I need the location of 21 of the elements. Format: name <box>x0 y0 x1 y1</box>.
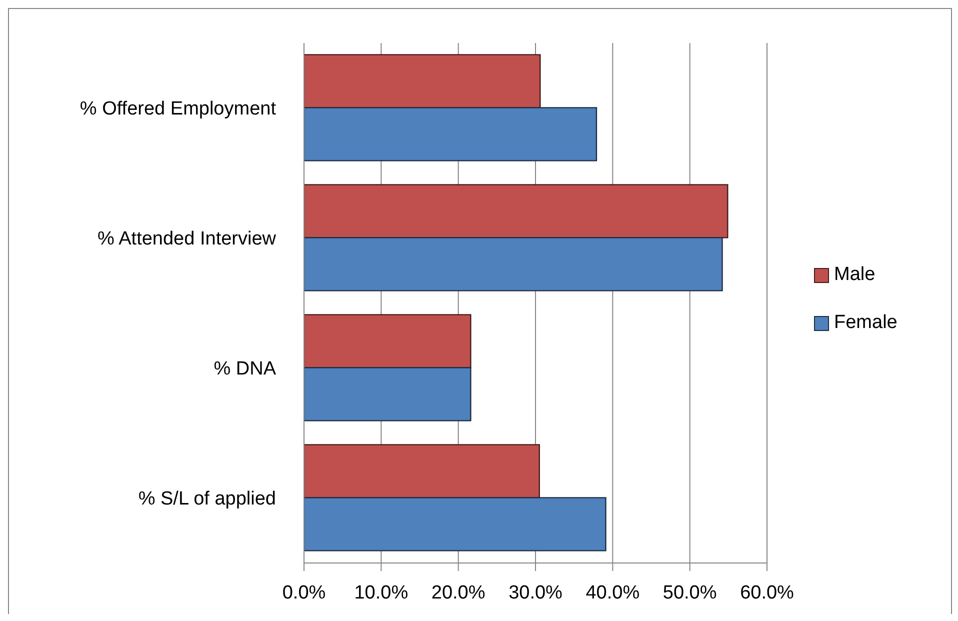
legend-label: Female <box>834 311 898 335</box>
y-tick-label: % Offered Employment <box>80 98 277 120</box>
bar <box>304 107 598 162</box>
bar <box>304 314 472 368</box>
bar <box>304 237 723 292</box>
bar <box>304 497 606 552</box>
x-tick-label: 20.0% <box>431 582 486 604</box>
x-tick-label: 30.0% <box>508 582 563 604</box>
x-tick-label: 40.0% <box>586 582 640 604</box>
y-tick-label: % DNA <box>214 358 276 380</box>
x-tick-label: 50.0% <box>662 582 717 604</box>
x-tick-label: 0.0% <box>282 582 326 604</box>
x-tick-label: 60.0% <box>740 582 794 604</box>
bar <box>304 184 728 238</box>
bar <box>304 444 540 498</box>
bar <box>304 54 541 108</box>
legend-label: Male <box>834 263 876 287</box>
bar <box>304 367 472 422</box>
x-tick-label: 10.0% <box>354 582 408 604</box>
y-tick-label: % S/L of applied <box>138 488 276 510</box>
y-tick-label: % Attended Interview <box>98 228 276 250</box>
